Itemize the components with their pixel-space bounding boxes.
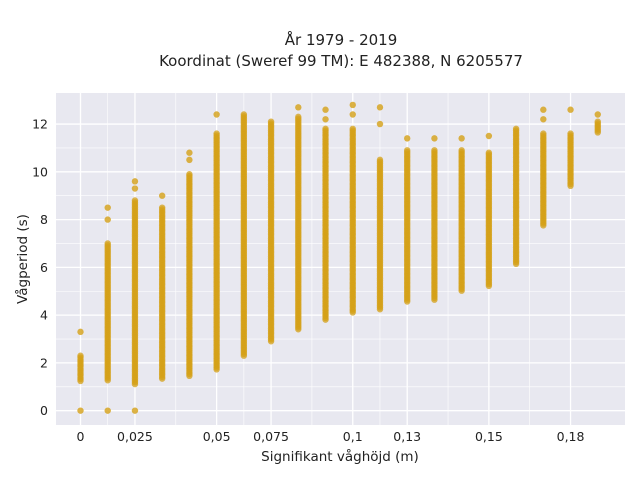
data-point-outlier: [131, 407, 139, 414]
data-point: [131, 380, 139, 388]
data-point-outlier: [104, 407, 111, 414]
y-tick-label: 8: [40, 212, 48, 227]
data-point: [213, 366, 220, 373]
data-point: [567, 182, 574, 190]
data-point-outlier: [458, 135, 465, 142]
data-point: [485, 282, 493, 290]
data-point: [431, 296, 438, 303]
x-tick-label: 0,1: [343, 429, 363, 444]
data-point-outlier: [158, 192, 166, 199]
data-point-outlier: [540, 116, 547, 123]
data-point: [512, 260, 520, 268]
data-point-outlier: [295, 104, 302, 111]
data-point-outlier: [349, 111, 356, 118]
y-tick-label: 0: [40, 403, 48, 418]
y-tick-label: 4: [40, 308, 48, 323]
data-point-outlier: [131, 178, 139, 185]
data-point: [295, 326, 302, 333]
data-point: [77, 377, 84, 385]
data-point-outlier: [77, 328, 84, 336]
data-point: [376, 306, 384, 313]
chart-title-line1: År 1979 - 2019: [285, 30, 398, 49]
x-tick-label: 0,025: [117, 429, 153, 444]
data-point-outlier: [349, 101, 356, 109]
y-tick-label: 12: [32, 117, 48, 132]
data-point: [404, 298, 411, 305]
x-tick-label: 0,075: [253, 429, 289, 444]
data-point: [540, 222, 547, 229]
x-tick-label: 0,18: [557, 429, 585, 444]
data-point: [104, 377, 111, 384]
data-point: [267, 338, 275, 345]
x-axis-label: Signifikant våghöjd (m): [261, 448, 419, 465]
data-point: [322, 316, 329, 323]
data-point-outlier: [540, 106, 547, 113]
data-point-outlier: [322, 106, 329, 113]
data-point-outlier: [376, 120, 384, 128]
data-point-outlier: [485, 132, 493, 140]
x-axis-ticks: 0 0,025 0,05 0,075 0,1 0,13 0,15 0,18: [77, 429, 585, 444]
data-point-outlier: [567, 106, 574, 113]
data-point-outlier: [104, 216, 111, 223]
data-point-outlier: [186, 156, 193, 164]
data-point-outlier: [77, 407, 84, 414]
data-point-outlier: [322, 116, 329, 123]
data-points: [77, 101, 601, 414]
x-tick-label: 0,13: [393, 429, 421, 444]
y-tick-label: 2: [40, 355, 48, 370]
data-point: [349, 309, 356, 316]
data-point-outlier: [404, 135, 411, 142]
data-point: [458, 287, 465, 294]
data-point-outlier: [431, 135, 438, 142]
y-tick-label: 6: [40, 260, 48, 275]
plot-area: [56, 93, 625, 425]
y-axis-ticks: 0 2 4 6 8 10 12: [32, 117, 48, 419]
x-tick-label: 0,15: [475, 429, 503, 444]
y-axis-label: Vågperiod (s): [14, 214, 31, 304]
x-tick-label: 0,05: [203, 429, 231, 444]
data-point-outlier: [186, 149, 193, 156]
data-point-outlier: [131, 185, 139, 192]
data-point-outlier: [213, 111, 220, 118]
data-point: [240, 352, 248, 359]
y-tick-label: 10: [32, 164, 48, 179]
data-point: [186, 372, 193, 380]
data-point-outlier: [376, 104, 384, 111]
x-tick-label: 0: [77, 429, 85, 444]
data-point-outlier: [594, 111, 601, 118]
data-point: [594, 129, 601, 136]
chart-title-line2: Koordinat (Sweref 99 TM): E 482388, N 62…: [159, 52, 523, 70]
data-point-outlier: [104, 204, 111, 211]
data-point: [158, 375, 166, 382]
